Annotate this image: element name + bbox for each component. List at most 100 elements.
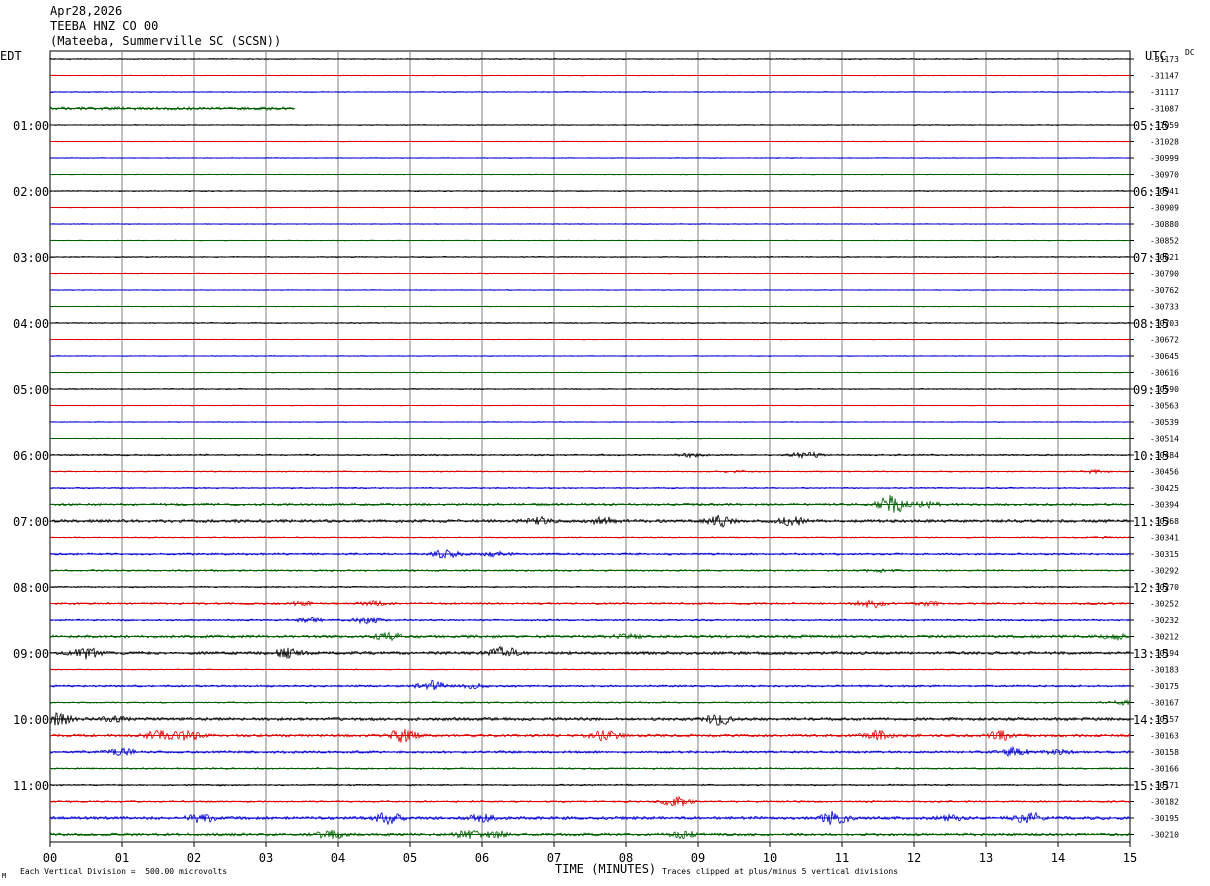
left-hour-label: 10:00 [13, 713, 49, 727]
right-hour-label: 15:15 [1133, 779, 1169, 793]
right-hour-label: 12:15 [1133, 581, 1169, 595]
seismic-trace [49, 450, 1131, 460]
seismic-trace [49, 585, 1130, 589]
right-hour-label: 08:15 [1133, 317, 1169, 331]
dc-offset-label: -30790 [1150, 270, 1179, 279]
right-timezone-label: UTC [1145, 49, 1167, 63]
dc-offset-label: -30163 [1150, 732, 1179, 741]
seismic-trace [49, 679, 1131, 691]
seismic-trace [49, 305, 1130, 308]
seismic-trace [49, 189, 1131, 193]
left-timezone-label: EDT [0, 49, 22, 63]
dc-offset-label: -30167 [1150, 699, 1179, 708]
seismic-trace [49, 289, 1131, 291]
seismic-trace [50, 437, 1131, 440]
left-hour-label: 06:00 [13, 449, 49, 463]
plot-date: Apr28,2026 [50, 4, 123, 18]
seismic-trace [49, 631, 1131, 642]
seismic-trace [49, 140, 1131, 143]
dc-offset-label: -30821 [1150, 253, 1179, 262]
dc-offset-label: -30539 [1150, 418, 1179, 427]
seismic-trace [49, 223, 1130, 225]
seismic-trace [49, 486, 1131, 490]
left-hour-label: 02:00 [13, 185, 49, 199]
axis-labels: 00 01 02 03 04 05 06 07 08 09 10 11 12 13 14 15 -31173 -3… [13, 55, 1179, 865]
seismic-trace [49, 404, 1130, 407]
seismic-trace [50, 355, 1131, 357]
station-location: (Mateeba, Summerville SC (SCSN)) [50, 34, 282, 48]
x-tick-label: 13 [979, 851, 993, 865]
seismic-trace [49, 468, 1131, 475]
seismic-trace [49, 421, 1131, 423]
dc-offset-label: -30852 [1150, 237, 1179, 246]
left-hour-label: 05:00 [13, 383, 49, 397]
dc-offset-label: -30999 [1150, 154, 1179, 163]
left-hour-label: 11:00 [13, 779, 49, 793]
dc-offset-label: -30941 [1150, 187, 1179, 196]
dc-offset-label: -30232 [1150, 616, 1179, 625]
dc-offset-label: -30425 [1150, 484, 1179, 493]
dc-offset-label: -30252 [1150, 600, 1179, 609]
x-tick-label: 08 [619, 851, 633, 865]
x-tick-label: 03 [259, 851, 273, 865]
seismic-trace [49, 272, 1131, 275]
right-hour-label: 06:15 [1133, 185, 1169, 199]
seismic-trace [49, 795, 1131, 807]
seismic-trace [49, 514, 1131, 528]
x-tick-label: 10 [763, 851, 777, 865]
seismic-trace [49, 616, 1131, 625]
left-hour-label: 03:00 [13, 251, 49, 265]
seismic-trace [49, 255, 1131, 259]
dc-offset-label: -30484 [1150, 451, 1179, 460]
plot-grid [49, 50, 1134, 847]
x-tick-label: 09 [691, 851, 705, 865]
seismic-trace [49, 745, 1131, 758]
dc-offset-label: -30270 [1150, 583, 1179, 592]
dc-offset-label: -30195 [1150, 814, 1179, 823]
seismic-trace [49, 123, 1131, 127]
station-code: TEEBA HNZ CO 00 [50, 19, 159, 33]
x-tick-label: 02 [187, 851, 201, 865]
corner-mark: M [2, 872, 7, 880]
dc-offset-label: -30175 [1150, 682, 1179, 691]
dc-offset-label: -30171 [1150, 781, 1179, 790]
dc-offset-label: -30368 [1150, 517, 1179, 526]
scale-note: Each Vertical Division = 500.00 microvol… [20, 867, 228, 876]
seismic-trace [49, 239, 1131, 242]
dc-offset-label: -30158 [1150, 748, 1179, 757]
x-tick-label: 14 [1051, 851, 1065, 865]
right-hour-label: 05:15 [1133, 119, 1169, 133]
left-hour-label: 07:00 [13, 515, 49, 529]
seismic-trace [49, 548, 1131, 559]
right-hour-label: 07:15 [1133, 251, 1169, 265]
dc-offset-label: -30514 [1150, 435, 1179, 444]
seismic-trace [49, 90, 1131, 94]
x-tick-label: 06 [475, 851, 489, 865]
dc-offset-label: -31117 [1150, 88, 1179, 97]
right-hour-label: 09:15 [1133, 383, 1169, 397]
dc-offset-label: -30194 [1150, 649, 1179, 658]
right-hour-label: 10:15 [1133, 449, 1169, 463]
seismic-trace [49, 767, 1131, 771]
seismic-trace [49, 535, 1131, 540]
left-hour-label: 01:00 [13, 119, 49, 133]
seismic-trace [49, 321, 1131, 325]
x-axis-title: TIME (MINUTES) [555, 862, 657, 876]
x-tick-label: 07 [547, 851, 561, 865]
dc-offset-label: -30703 [1150, 319, 1179, 328]
dc-offset-label: -30970 [1150, 171, 1179, 180]
dc-offset-label: -31087 [1150, 105, 1179, 114]
seismic-trace [49, 387, 1131, 391]
dc-offset-label: -30456 [1150, 468, 1179, 477]
dc-offset-label: -30183 [1150, 666, 1179, 675]
seismic-trace [49, 783, 1131, 787]
seismic-trace [49, 338, 1131, 341]
dc-offset-label: -30616 [1150, 369, 1179, 378]
dc-offset-label: -30645 [1150, 352, 1179, 361]
dc-offset-label: -30315 [1150, 550, 1179, 559]
left-hour-label: 04:00 [13, 317, 49, 331]
right-hour-label: 14:15 [1133, 713, 1169, 727]
dc-column-label: DC [1185, 48, 1195, 57]
x-tick-label: 04 [331, 851, 345, 865]
